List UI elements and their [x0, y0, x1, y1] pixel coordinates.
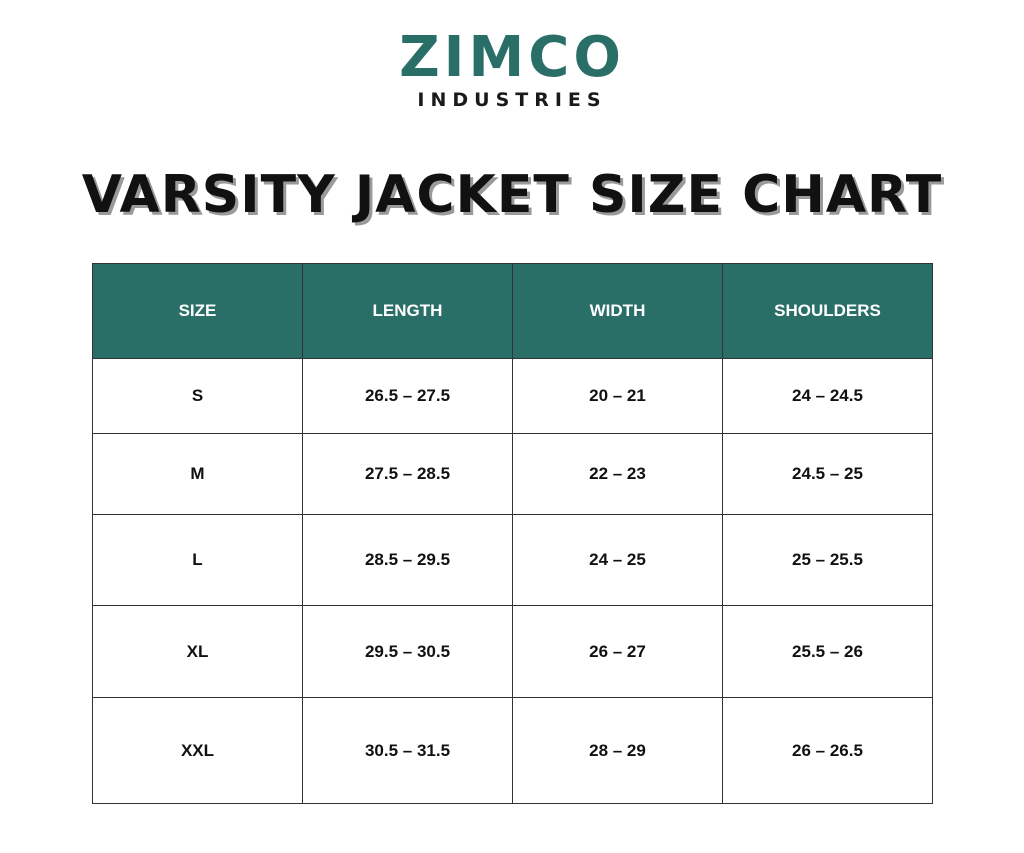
table-row: S 26.5 – 27.5 20 – 21 24 – 24.5	[92, 358, 933, 434]
header-cell: SIZE	[92, 263, 303, 359]
table-cell: 22 – 23	[512, 433, 723, 515]
table-cell: XXL	[92, 697, 303, 804]
table-cell: 24 – 24.5	[722, 358, 933, 434]
header-cell: LENGTH	[302, 263, 513, 359]
table-cell: 20 – 21	[512, 358, 723, 434]
table-cell: L	[92, 514, 303, 606]
table-cell: 24.5 – 25	[722, 433, 933, 515]
table-cell: 26.5 – 27.5	[302, 358, 513, 434]
table-cell: 25 – 25.5	[722, 514, 933, 606]
table-cell: 25.5 – 26	[722, 605, 933, 698]
table-row: XL 29.5 – 30.5 26 – 27 25.5 – 26	[92, 605, 933, 698]
table-cell: XL	[92, 605, 303, 698]
table-cell: S	[92, 358, 303, 434]
table-row: L 28.5 – 29.5 24 – 25 25 – 25.5	[92, 514, 933, 606]
title: VARSITY JACKET SIZE CHART	[81, 165, 943, 225]
table-cell: 30.5 – 31.5	[302, 697, 513, 804]
logo-name: ZIMCO	[399, 25, 625, 90]
table-row: XXL 30.5 – 31.5 28 – 29 26 – 26.5	[92, 697, 933, 804]
table-row: M 27.5 – 28.5 22 – 23 24.5 – 25	[92, 433, 933, 515]
table-cell: 28 – 29	[512, 697, 723, 804]
header-cell: WIDTH	[512, 263, 723, 359]
table-cell: 27.5 – 28.5	[302, 433, 513, 515]
table-cell: 24 – 25	[512, 514, 723, 606]
header-cell: SHOULDERS	[722, 263, 933, 359]
table-cell: 26 – 26.5	[722, 697, 933, 804]
header-row: SIZE LENGTH WIDTH SHOULDERS	[92, 263, 933, 359]
table-cell: M	[92, 433, 303, 515]
table-cell: 29.5 – 30.5	[302, 605, 513, 698]
logo-tagline: INDUSTRIES	[417, 89, 607, 111]
table-cell: 28.5 – 29.5	[302, 514, 513, 606]
table-cell: 26 – 27	[512, 605, 723, 698]
size-table: SIZE LENGTH WIDTH SHOULDERS S 26.5 – 27.5 20 …	[92, 263, 933, 804]
